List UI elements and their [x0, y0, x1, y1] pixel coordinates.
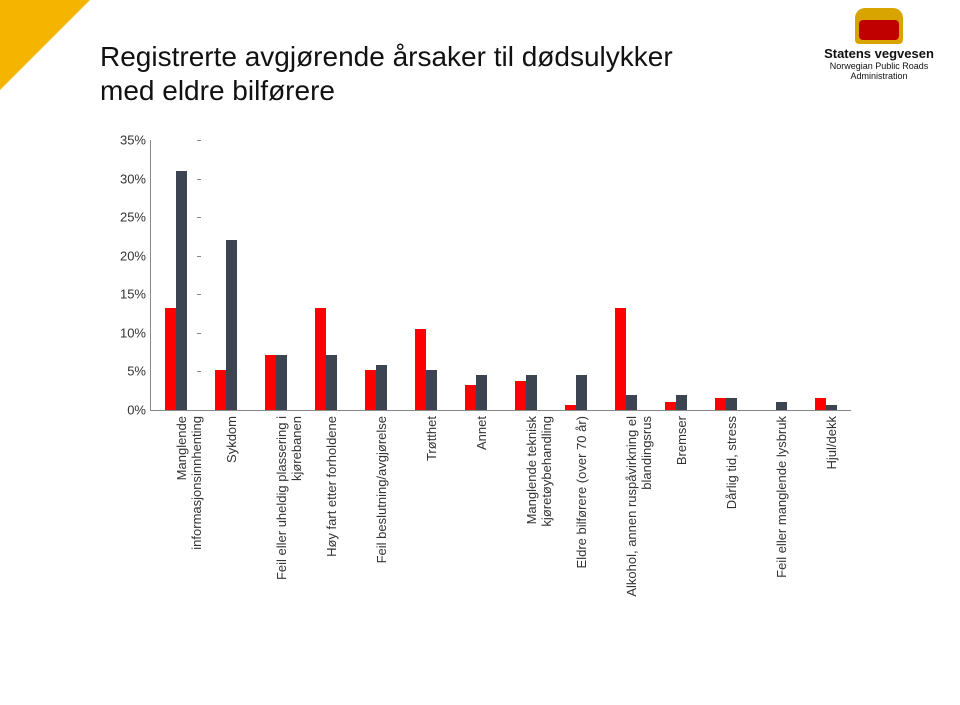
bar — [426, 370, 437, 410]
bar — [326, 355, 337, 410]
bar — [415, 329, 426, 410]
y-axis-label: 35% — [106, 133, 146, 148]
bar — [826, 405, 837, 410]
bar — [476, 375, 487, 410]
y-axis-label: 15% — [106, 287, 146, 302]
bar — [176, 171, 187, 410]
x-axis-labels: Manglende informasjonsinnhenting Sykdom Fe… — [150, 416, 850, 666]
x-axis-label: Dårlig tid, stress — [725, 416, 740, 509]
x-axis-label: Feil eller manglende lysbruk — [775, 416, 790, 578]
x-label-slot: Høy fart etter forholdene — [325, 416, 326, 666]
y-axis-label: 20% — [106, 248, 146, 263]
title-line-2: med eldre bilførere — [100, 74, 790, 108]
x-label-slot: Feil eller uheldig plassering i kjøreban… — [275, 416, 276, 666]
x-axis-label: Bremser — [675, 416, 690, 465]
brand-name: Statens vegvesen — [814, 46, 944, 61]
x-axis-label: Hjul/dekk — [825, 416, 840, 469]
bar — [726, 398, 737, 410]
brand-subtitle: Norwegian Public Roads Administration — [814, 61, 944, 81]
bar-group — [815, 398, 837, 410]
y-axis-label: 30% — [106, 171, 146, 186]
x-label-slot: Eldre bilførere (over 70 år) — [575, 416, 576, 666]
y-tick — [197, 294, 201, 295]
bar — [265, 355, 276, 410]
y-tick — [197, 256, 201, 257]
page-title: Registrerte avgjørende årsaker til dødsu… — [100, 40, 790, 107]
bar-group — [315, 308, 337, 410]
x-axis-label: Høy fart etter forholdene — [325, 416, 340, 557]
bar — [776, 402, 787, 410]
x-axis-label: Feil beslutning/avgjørelse — [375, 416, 390, 563]
x-label-slot: Sykdom — [225, 416, 226, 666]
bar-group — [415, 329, 437, 410]
bar — [715, 398, 726, 410]
x-axis-label: Alkohol, annen ruspåvirkning el blanding… — [625, 416, 655, 597]
x-axis-label: Annet — [475, 416, 490, 450]
bar-chart: Manglende informasjonsinnhenting Sykdom Fe… — [100, 140, 860, 670]
bar-group — [265, 355, 287, 410]
bar-group — [465, 375, 487, 410]
x-label-slot: Feil beslutning/avgjørelse — [375, 416, 376, 666]
x-axis-label: Eldre bilførere (over 70 år) — [575, 416, 590, 568]
corner-accent — [0, 0, 90, 90]
y-tick — [197, 140, 201, 141]
bar-group — [365, 365, 387, 410]
x-label-slot: Alkohol, annen ruspåvirkning el blanding… — [625, 416, 626, 666]
y-tick — [197, 179, 201, 180]
x-label-slot: Dårlig tid, stress — [725, 416, 726, 666]
title-line-1: Registrerte avgjørende årsaker til dødsu… — [100, 40, 790, 74]
x-label-slot: Bremser — [675, 416, 676, 666]
bar — [515, 381, 526, 410]
bar-group — [665, 395, 687, 410]
bar — [365, 370, 376, 410]
x-axis-label: Sykdom — [225, 416, 240, 463]
bar — [465, 385, 476, 410]
bar-group — [615, 308, 637, 410]
x-axis-label: Manglende teknisk kjøretøybehandling — [525, 416, 555, 527]
bar-group — [515, 375, 537, 410]
bar — [226, 240, 237, 410]
x-label-slot: Feil eller manglende lysbruk — [775, 416, 776, 666]
y-tick — [197, 217, 201, 218]
bar-groups — [151, 140, 851, 410]
brand-logo: Statens vegvesen Norwegian Public Roads … — [814, 8, 944, 81]
bar — [676, 395, 687, 410]
y-tick — [197, 333, 201, 334]
bar — [665, 402, 676, 410]
x-label-slot: Hjul/dekk — [825, 416, 826, 666]
bar — [565, 405, 576, 410]
y-axis-label: 25% — [106, 210, 146, 225]
x-label-slot: Annet — [475, 416, 476, 666]
crown-icon — [855, 8, 903, 44]
y-tick — [197, 410, 201, 411]
x-axis-label: Manglende informasjonsinnhenting — [175, 416, 205, 550]
bar-group — [565, 375, 587, 410]
bar-group — [215, 240, 237, 410]
bar — [526, 375, 537, 410]
x-label-slot: Trøtthet — [425, 416, 426, 666]
bar — [576, 375, 587, 410]
bar-group — [715, 398, 737, 410]
bar-group — [165, 171, 187, 410]
y-axis-label: 10% — [106, 325, 146, 340]
bar — [815, 398, 826, 410]
y-tick — [197, 371, 201, 372]
y-axis-label: 5% — [106, 364, 146, 379]
bar-group — [765, 402, 787, 410]
bar — [215, 370, 226, 410]
x-axis-label: Trøtthet — [425, 416, 440, 461]
bar — [276, 355, 287, 410]
bar — [315, 308, 326, 410]
x-label-slot: Manglende informasjonsinnhenting — [175, 416, 176, 666]
y-axis-label: 0% — [106, 403, 146, 418]
bar — [615, 308, 626, 410]
bar — [376, 365, 387, 410]
x-axis-label: Feil eller uheldig plassering i kjøreban… — [275, 416, 305, 580]
bar — [165, 308, 176, 410]
plot-area — [150, 140, 851, 411]
bar — [626, 395, 637, 410]
x-label-slot: Manglende teknisk kjøretøybehandling — [525, 416, 526, 666]
